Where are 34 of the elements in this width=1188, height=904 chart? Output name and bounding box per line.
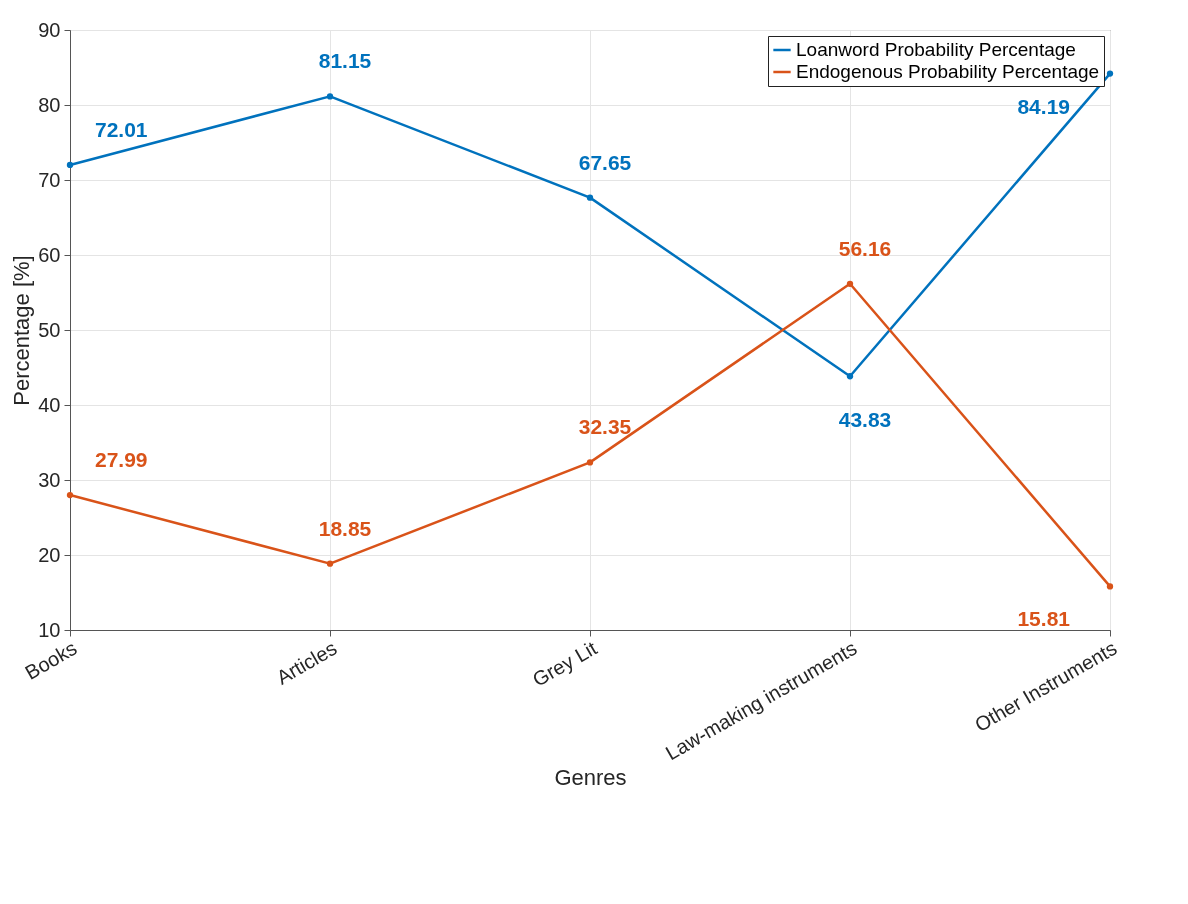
data-label: 43.83 — [838, 408, 892, 432]
y-tick-label: 70 — [38, 168, 61, 191]
point — [66, 161, 74, 169]
data-label: 18.85 — [318, 516, 372, 540]
y-tick-label: 20 — [38, 543, 61, 566]
data-label: 56.16 — [838, 236, 892, 260]
point — [846, 280, 854, 287]
y-axis-title: Percentage [%] — [9, 255, 35, 406]
y-tick-label: 50 — [38, 318, 61, 341]
data-label: 84.19 — [1017, 94, 1070, 118]
point — [326, 93, 334, 100]
point — [326, 560, 334, 567]
legend-label: Endogenous Probability Percentage — [796, 61, 1100, 82]
y-tick-label: 90 — [38, 18, 61, 41]
data-label: 15.81 — [1017, 607, 1071, 631]
data-label: 81.15 — [318, 49, 372, 73]
x-tick-label: Grey Lit — [528, 636, 601, 691]
y-tick-label: 60 — [38, 243, 61, 266]
data-label: 67.65 — [578, 150, 632, 174]
y-tick-label: 30 — [38, 468, 61, 491]
data-label: 72.01 — [95, 117, 148, 141]
point — [1106, 70, 1114, 77]
data-label: 27.99 — [95, 448, 148, 472]
point — [586, 194, 594, 201]
x-axis-title: Genres — [554, 765, 627, 791]
y-tick-label: 40 — [38, 393, 61, 416]
point — [586, 459, 594, 466]
point — [66, 491, 74, 499]
data-label: 32.35 — [578, 415, 632, 439]
point — [846, 373, 854, 380]
y-tick-label: 10 — [38, 618, 61, 641]
legend-label: Loanword Probability Percentage — [796, 39, 1076, 60]
point — [1106, 583, 1114, 590]
y-tick-label: 80 — [38, 93, 61, 116]
